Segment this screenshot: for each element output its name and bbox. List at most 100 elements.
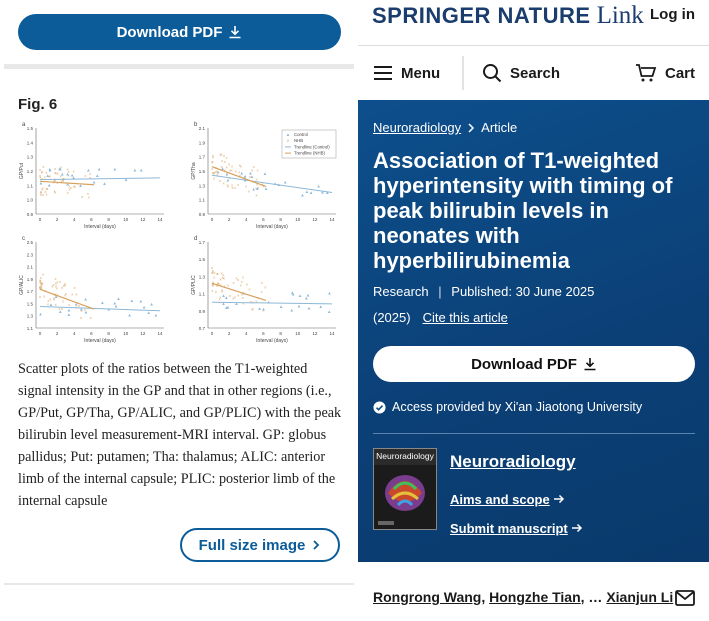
aims-and-scope-link[interactable]: Aims and scope [450,492,565,507]
x-tick-label: 6 [90,217,93,222]
y-tick-label: 1.2 [27,169,34,174]
cite-article-link[interactable]: Cite this article [422,310,508,325]
cart-label: Cart [665,64,696,82]
breadcrumb-journal[interactable]: Neuroradiology [373,120,462,135]
author-ellipsis: , … [580,589,607,605]
download-pdf-button[interactable]: Download PDF [373,346,695,382]
nhb-point: x [87,191,89,196]
nhb-point: x [81,308,83,313]
divider [4,64,354,69]
nhb-point: x [246,282,248,287]
nhb-point: x [89,171,91,176]
control-point: ▲ [86,168,90,173]
nhb-point: x [64,292,66,297]
mail-icon[interactable] [675,590,695,606]
nhb-point: x [54,178,56,183]
nhb-point: x [47,298,49,303]
author-link[interactable]: Xianjun Li [606,589,674,605]
nhb-point: x [44,174,46,179]
article-meta: Research | Published: 30 June 2025 [373,284,595,299]
nhb-point: x [219,178,221,183]
control-point: ▲ [67,312,71,317]
search-button[interactable]: Search [482,63,560,83]
nhb-point: x [249,174,251,179]
control-point: ▲ [97,166,101,171]
nhb-point: x [224,168,226,173]
nhb-point: x [41,176,43,181]
nhb-point: x [68,173,70,178]
control-point: ▲ [289,307,293,312]
nhb-point: x [215,289,217,294]
nhb-point: x [55,281,57,286]
nhb-point: x [217,271,219,276]
control-point: ▲ [307,305,311,310]
nhb-point: x [222,272,224,277]
x-tick-label: 12 [140,217,146,222]
nhb-point: x [41,169,43,174]
nhb-point: x [240,163,242,168]
nhb-point: x [212,170,214,175]
cart-button[interactable]: Cart [635,63,695,83]
login-link[interactable]: Log in [650,6,695,23]
nhb-point: x [244,174,246,179]
nhb-point: x [55,302,57,307]
control-point: ▲ [327,291,331,296]
x-tick-label: 0 [39,331,42,336]
nhb-point: x [230,167,232,172]
download-pdf-button-top[interactable]: Download PDF [18,14,341,50]
y-tick-label: 0.9 [199,309,206,314]
control-point: ▲ [226,304,230,309]
y-tick-label: 1.7 [199,155,206,160]
x-tick-label: 8 [107,331,110,336]
divider [358,45,709,46]
x-tick-label: 14 [157,331,163,336]
nhb-point: x [229,293,231,298]
nhb-point: x [71,292,73,297]
breadcrumb: Neuroradiology Article [373,120,517,135]
springer-nature-link-logo[interactable]: SPRINGER NATURE Link [372,2,644,30]
arrow-right-icon [554,494,565,504]
breadcrumb-type: Article [481,120,518,135]
submit-manuscript-link[interactable]: Submit manuscript [450,521,583,536]
nhb-point: x [211,265,213,270]
nhb-point: x [257,185,259,190]
nhb-point: x [262,307,264,312]
full-size-image-button[interactable]: Full size image [180,528,340,562]
y-tick-label: 1.5 [27,126,34,131]
journal-name-link[interactable]: Neuroradiology [450,452,576,471]
x-tick-label: 12 [312,331,318,336]
y-axis-label: GP/Put [19,162,25,179]
figure-image[interactable]: a 1.5 1.4 1.3 1.2 1.1 1.0 0.9 0 2 4 6 8 10 12 14 Interva… [14,120,350,352]
nhb-point: x [224,283,226,288]
control-point: ▲ [39,180,43,185]
author-link[interactable]: Hongzhe Tian [489,589,581,605]
article-header: Neuroradiology Article Association of T1… [358,100,709,562]
control-point: ▲ [60,172,64,177]
x-tick-label: 4 [245,331,248,336]
control-point: ▲ [297,303,301,308]
nhb-point: x [78,303,80,308]
legend-marker-swatch: x [287,138,290,143]
control-point: ▲ [92,179,96,184]
nhb-point: x [55,284,57,289]
nhb-point: x [90,315,92,320]
control-point: ▲ [216,169,220,174]
nhb-point: x [42,281,44,286]
control-point: ▲ [149,301,153,306]
nhb-point: x [220,282,222,287]
nhb-point: x [222,275,224,280]
nhb-point: x [256,193,258,198]
control-point: ▲ [325,190,329,195]
chevron-right-icon [468,122,475,133]
control-point: ▲ [70,172,74,177]
figure-label: Fig. 6 [18,96,58,113]
author-link[interactable]: Rongrong Wang [373,589,482,605]
y-tick-label: 1.9 [27,277,34,282]
nhb-point: x [237,277,239,282]
journal-cover-image[interactable]: Neuroradiology [373,448,437,530]
nhb-point: x [242,295,244,300]
menu-button[interactable]: Menu [373,65,440,82]
nhb-point: x [44,189,46,194]
nhb-point: x [51,283,53,288]
panel-letter: a [22,122,26,128]
